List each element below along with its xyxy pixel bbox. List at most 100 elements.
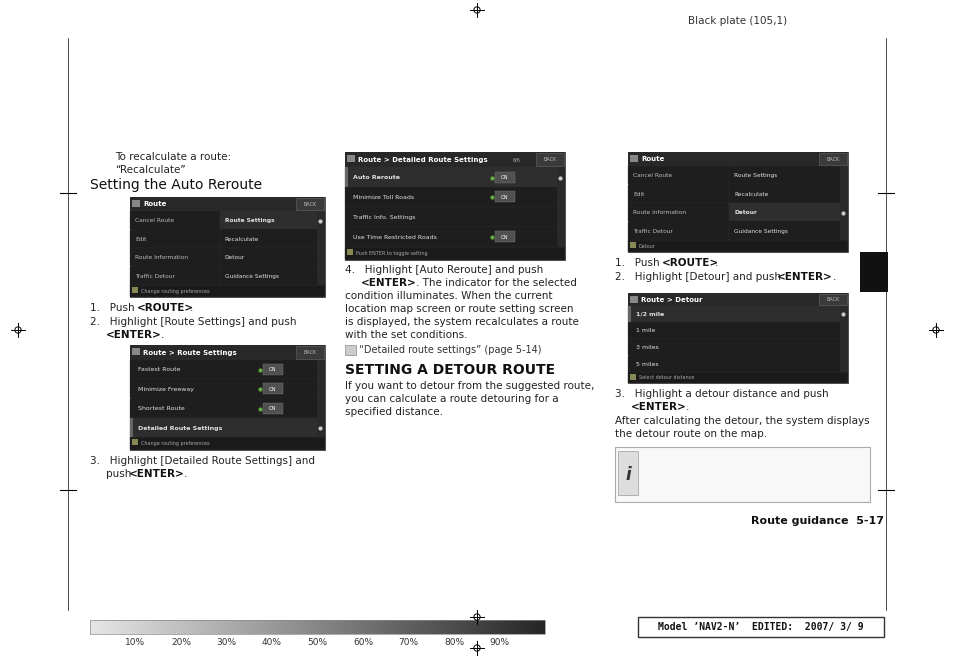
Text: Detour: Detour — [639, 244, 656, 249]
Text: ON: ON — [269, 406, 276, 411]
Bar — [494, 232, 514, 242]
Bar — [627, 306, 847, 322]
Text: <ENTER>: <ENTER> — [106, 330, 162, 340]
Bar — [627, 293, 847, 383]
Bar — [132, 348, 140, 355]
Text: <ROUTE>: <ROUTE> — [137, 303, 193, 313]
Bar — [728, 166, 847, 184]
Text: the detour route on the map.: the detour route on the map. — [615, 429, 766, 439]
Text: 10%: 10% — [125, 638, 146, 647]
Text: <ENTER>: <ENTER> — [630, 402, 686, 412]
Bar — [629, 374, 636, 379]
Bar — [130, 438, 325, 450]
Bar — [728, 222, 847, 240]
Bar — [132, 200, 140, 207]
Bar — [347, 155, 355, 162]
Text: location map screen or route setting screen: location map screen or route setting scr… — [345, 304, 573, 314]
Bar — [130, 345, 325, 360]
Text: Fastest Route: Fastest Route — [138, 368, 180, 372]
Text: Auto Reroute: Auto Reroute — [353, 175, 399, 180]
Text: 2.   Highlight [Detour] and push: 2. Highlight [Detour] and push — [615, 272, 783, 282]
Text: Guidance Settings: Guidance Settings — [734, 228, 787, 234]
Text: .: . — [190, 303, 193, 313]
Bar — [627, 185, 728, 203]
Text: 5 miles: 5 miles — [636, 362, 658, 367]
Bar — [818, 294, 846, 305]
Bar — [130, 230, 219, 248]
Text: Route Information: Route Information — [135, 255, 188, 260]
Bar — [629, 242, 636, 248]
Text: To recalculate a route:: To recalculate a route: — [115, 152, 231, 162]
Text: Setting the Auto Reroute: Setting the Auto Reroute — [90, 178, 262, 192]
Bar — [130, 418, 132, 437]
Text: 2.   Highlight [Route Settings] and push: 2. Highlight [Route Settings] and push — [90, 317, 296, 327]
Bar — [345, 207, 564, 227]
Text: Cancel Route: Cancel Route — [633, 173, 672, 178]
Text: Recalculate: Recalculate — [225, 237, 259, 242]
Text: Route guidance  5-17: Route guidance 5-17 — [750, 516, 883, 526]
Bar — [347, 249, 353, 255]
Text: 6/6: 6/6 — [513, 157, 520, 162]
Text: Use Time Restricted Roads: Use Time Restricted Roads — [353, 235, 436, 240]
Bar — [295, 346, 324, 358]
Bar — [728, 185, 847, 203]
Bar — [130, 418, 325, 437]
Bar — [262, 364, 282, 375]
Text: Route > Route Settings: Route > Route Settings — [143, 350, 236, 356]
Text: .: . — [184, 469, 187, 479]
Bar — [130, 211, 219, 229]
Bar — [629, 296, 638, 302]
Bar — [130, 197, 325, 297]
Bar — [345, 167, 348, 187]
Bar — [132, 287, 138, 293]
Bar — [627, 322, 847, 339]
Text: 4.   Highlight [Auto Reroute] and push: 4. Highlight [Auto Reroute] and push — [345, 265, 542, 275]
Bar — [130, 267, 219, 284]
Bar — [130, 285, 325, 297]
Bar — [345, 345, 355, 355]
Text: Traffic Info. Settings: Traffic Info. Settings — [353, 215, 416, 220]
Text: ON: ON — [500, 195, 508, 200]
Bar — [345, 152, 564, 167]
Text: 3.   Highlight a detour distance and push: 3. Highlight a detour distance and push — [615, 389, 828, 399]
Text: .: . — [161, 330, 164, 340]
Bar — [130, 399, 325, 418]
Text: 1/2 mile: 1/2 mile — [636, 312, 663, 317]
Bar — [627, 152, 847, 252]
Text: specified distance.: specified distance. — [345, 407, 442, 417]
Text: Route Information: Route Information — [633, 210, 685, 215]
Text: Model ’NAV2-N’  EDITED:  2007/ 3/ 9: Model ’NAV2-N’ EDITED: 2007/ 3/ 9 — [658, 622, 862, 632]
Text: Recalculate: Recalculate — [734, 191, 768, 197]
Bar — [132, 440, 138, 446]
Bar — [840, 306, 847, 372]
Text: “Recalculate”: “Recalculate” — [115, 165, 186, 175]
Bar — [627, 166, 728, 184]
Bar — [536, 153, 563, 166]
Text: Push ENTER to toggle setting: Push ENTER to toggle setting — [355, 251, 427, 256]
Text: 80%: 80% — [443, 638, 463, 647]
Text: Detour: Detour — [734, 210, 757, 215]
Text: Route > Detour: Route > Detour — [640, 296, 701, 302]
Bar — [618, 451, 638, 495]
Bar — [130, 360, 325, 379]
Text: suggested route, [Detour] cannot be se-: suggested route, [Detour] cannot be se- — [642, 486, 840, 496]
Text: Route Settings: Route Settings — [225, 218, 274, 223]
Bar — [627, 339, 847, 355]
Text: .: . — [832, 272, 836, 282]
Text: BACK: BACK — [825, 297, 839, 302]
Text: Route > Detailed Route Settings: Route > Detailed Route Settings — [357, 157, 487, 163]
Bar — [627, 306, 630, 322]
Text: 1.   Push: 1. Push — [90, 303, 138, 313]
Bar — [345, 152, 564, 260]
Bar — [90, 620, 544, 634]
Bar — [262, 403, 282, 414]
Text: with the set conditions.: with the set conditions. — [345, 330, 467, 340]
Bar — [262, 383, 282, 394]
Bar — [627, 240, 847, 252]
Bar — [728, 203, 847, 221]
Text: 90%: 90% — [489, 638, 509, 647]
Bar — [615, 447, 869, 502]
Bar — [557, 167, 564, 247]
Text: Detour: Detour — [225, 255, 245, 260]
Bar — [130, 379, 325, 398]
